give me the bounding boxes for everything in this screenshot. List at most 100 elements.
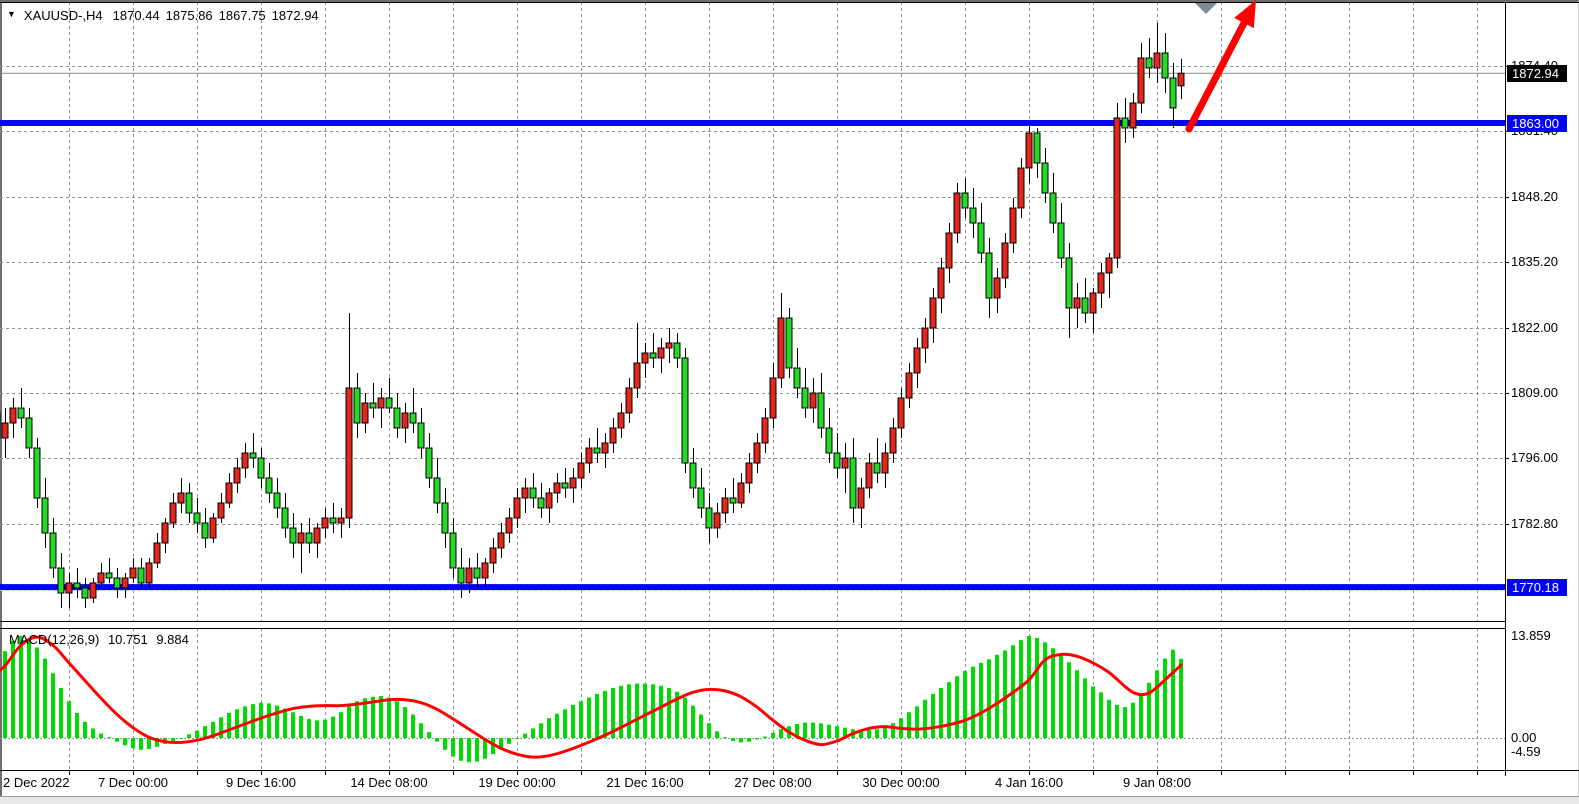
macd-histogram-bar	[1179, 658, 1183, 738]
candle-body	[1097, 272, 1105, 294]
candle-body	[193, 512, 201, 524]
candle-body	[953, 192, 961, 234]
macd-histogram-bar	[491, 738, 495, 755]
macd-histogram-bar	[723, 737, 727, 739]
candle-body	[833, 452, 841, 469]
macd-histogram-bar	[435, 738, 439, 742]
candle-body	[433, 477, 441, 504]
macd-histogram-bar	[235, 709, 239, 738]
macd-main-value: 10.751	[107, 632, 148, 647]
candle-body	[977, 222, 985, 254]
candle-body	[145, 562, 153, 584]
macd-histogram-bar	[283, 708, 287, 738]
trend-arrow-head[interactable]	[1234, 0, 1256, 29]
candle-body	[601, 442, 609, 454]
candle-body	[985, 252, 993, 299]
macd-histogram-bar	[1043, 642, 1047, 738]
macd-histogram-bar	[395, 701, 399, 738]
candle-body	[1009, 207, 1017, 244]
candle-body	[921, 327, 929, 349]
macd-histogram-bar	[179, 738, 183, 739]
candle-body	[137, 567, 145, 584]
candle-body	[649, 352, 657, 359]
candle-body	[345, 387, 353, 519]
macd-histogram-bar	[99, 733, 103, 738]
symbol-period-label: XAUUSD-,H4	[23, 7, 103, 23]
macd-histogram-bar	[411, 714, 415, 738]
candle-body	[897, 397, 905, 429]
macd-histogram-bar	[987, 659, 991, 738]
macd-histogram-bar	[555, 713, 559, 738]
candle-body	[17, 407, 25, 419]
candle-body	[1153, 52, 1161, 69]
candle-body	[681, 357, 689, 464]
macd-histogram-bar	[115, 738, 119, 742]
support-line[interactable]	[0, 584, 1505, 591]
candle-body	[593, 447, 601, 454]
macd-histogram-bar	[219, 717, 223, 738]
candle-body	[129, 567, 137, 579]
macd-histogram-bar	[931, 693, 935, 738]
macd-histogram-bar	[1147, 682, 1151, 738]
candle-body	[817, 392, 825, 429]
macd-histogram-bar	[643, 683, 647, 738]
candle-body	[49, 532, 57, 569]
candle-body	[945, 232, 953, 269]
macd-histogram-bar	[467, 738, 471, 763]
macd-layer[interactable]	[0, 635, 1505, 763]
candle-body	[353, 387, 361, 424]
macd-histogram-bar	[731, 738, 735, 741]
candle-body	[401, 412, 409, 429]
candle-body	[609, 427, 617, 444]
macd-histogram-bar	[499, 738, 503, 750]
macd-histogram-bar	[1019, 640, 1023, 738]
macd-histogram-bar	[923, 699, 927, 738]
macd-histogram-bar	[515, 738, 519, 739]
macd-histogram-bar	[403, 707, 407, 738]
macd-histogram-bar	[379, 696, 383, 738]
chart-shift-marker-icon[interactable]	[1195, 3, 1217, 14]
trend-arrow[interactable]	[1185, 19, 1248, 133]
candle-body	[305, 532, 313, 544]
time-axis-label: 9 Jan 08:00	[1123, 775, 1191, 790]
candle-body	[521, 487, 529, 499]
dropdown-icon: ▼	[7, 9, 16, 19]
macd-histogram-bar	[715, 731, 719, 738]
macd-histogram-bar	[147, 738, 151, 750]
macd-histogram-bar	[131, 738, 135, 749]
macd-histogram-bar	[35, 647, 39, 738]
candle-body	[369, 402, 377, 409]
candle-body	[497, 532, 505, 549]
candle-body	[569, 477, 577, 489]
candle-body	[809, 392, 817, 409]
candle-body	[73, 582, 81, 589]
time-axis-label: 30 Dec 00:00	[862, 775, 940, 790]
candle-body	[729, 497, 737, 504]
macd-histogram-bar	[363, 698, 367, 738]
macd-histogram-bar	[1139, 693, 1143, 738]
candles-layer[interactable]	[0, 23, 1185, 608]
macd-histogram-bar	[1075, 670, 1079, 738]
candle-body	[1105, 257, 1113, 274]
gridlines	[0, 2, 1505, 770]
candle-body	[57, 567, 65, 594]
candle-body	[265, 477, 273, 494]
candle-body	[1, 422, 9, 439]
candle-body	[1025, 132, 1033, 169]
time-axis-label: 7 Dec 00:00	[97, 775, 169, 790]
resistance-line[interactable]	[0, 120, 1505, 126]
macd-indicator-label: MACD(12,26,9) 10.751 9.884	[9, 632, 194, 647]
candle-body	[585, 447, 593, 464]
macd-histogram-bar	[123, 738, 127, 746]
macd-histogram-bar	[355, 701, 359, 738]
macd-histogram-bar	[291, 712, 295, 738]
candle-body	[793, 367, 801, 389]
candle-body	[313, 527, 321, 544]
macd-histogram-bar	[387, 697, 391, 738]
macd-histogram-bar	[859, 729, 863, 738]
macd-histogram-bar	[139, 738, 143, 750]
macd-histogram-bar	[675, 691, 679, 738]
macd-histogram-bar	[427, 732, 431, 738]
macd-histogram-bar	[771, 732, 775, 738]
